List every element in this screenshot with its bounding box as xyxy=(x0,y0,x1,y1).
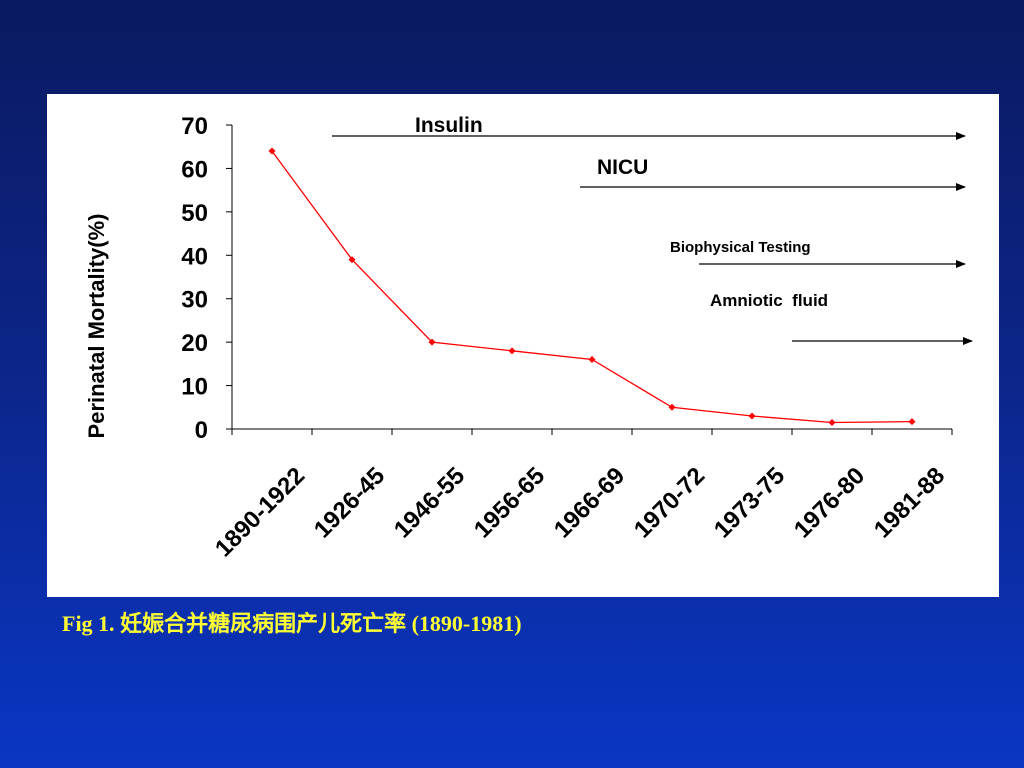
y-axis-ticks: 0 10 20 30 40 50 60 70 xyxy=(181,113,232,444)
data-point xyxy=(508,347,516,355)
x-tick-label: 1973-75 xyxy=(709,462,790,543)
caption-text: 妊娠合并糖尿病围产儿死亡率 xyxy=(120,611,407,636)
figure-caption: Fig 1. 妊娠合并糖尿病围产儿死亡率 (1890-1981) xyxy=(62,606,522,638)
x-tick-label: 1926-45 xyxy=(309,462,390,543)
annotation-label: Amniotic fluid xyxy=(710,291,828,310)
caption-prefix: Fig 1. xyxy=(62,611,115,636)
caption-range: (1890-1981) xyxy=(411,611,522,636)
annotation-label: Biophysical Testing xyxy=(670,239,811,256)
chart-axes xyxy=(231,125,952,430)
y-tick-label: 50 xyxy=(181,200,208,227)
data-point xyxy=(588,356,596,364)
chart-panel: 0 10 20 30 40 50 60 70 1890-1922 1926-45 1946-55 1… xyxy=(47,94,999,597)
x-tick-label: 1946-55 xyxy=(389,462,470,543)
x-tick-label: 1966-69 xyxy=(549,462,630,543)
data-point xyxy=(348,256,356,264)
x-tick-label: 1970-72 xyxy=(629,462,710,543)
x-tick-label: 1890-1922 xyxy=(210,462,310,562)
x-tick-label: 1976-80 xyxy=(789,462,870,543)
series-line xyxy=(271,150,913,424)
annotations: Insulin NICU Biophysical Testing Amniotic f… xyxy=(332,114,973,345)
y-axis-label: Perinatal Mortality(%) xyxy=(84,214,109,439)
y-tick-label: 60 xyxy=(181,156,208,183)
data-point xyxy=(428,338,436,346)
data-point xyxy=(908,418,916,426)
y-tick-label: 20 xyxy=(181,330,208,357)
annotation-label: NICU xyxy=(597,156,648,179)
x-tick-label: 1981-88 xyxy=(869,462,950,543)
annotation-label: Insulin xyxy=(415,114,483,137)
y-tick-label: 10 xyxy=(181,374,208,401)
data-point xyxy=(828,418,836,426)
data-point xyxy=(268,147,276,155)
y-tick-label: 30 xyxy=(181,287,208,314)
y-tick-label: 40 xyxy=(181,243,208,270)
data-point xyxy=(668,403,676,411)
y-tick-label: 70 xyxy=(181,113,208,140)
y-tick-label: 0 xyxy=(195,417,208,444)
x-tick-label: 1956-65 xyxy=(469,462,550,543)
series-line-group xyxy=(268,147,916,426)
data-point xyxy=(748,412,756,420)
x-axis-ticks: 1890-19221926-451946-551956-651966-69197… xyxy=(210,429,953,562)
